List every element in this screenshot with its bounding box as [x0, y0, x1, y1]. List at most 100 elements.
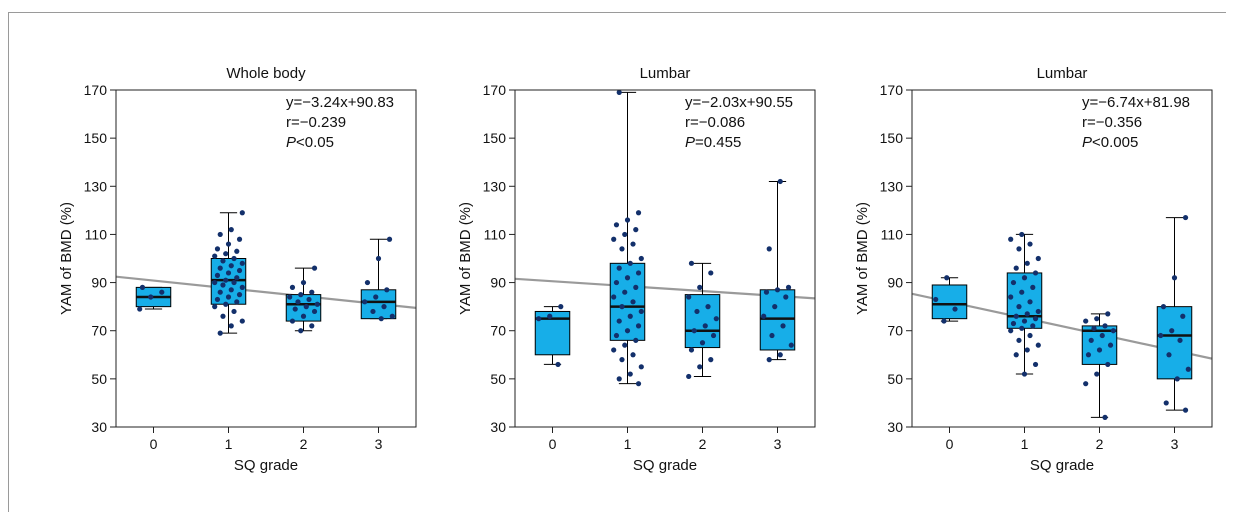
box-group-3: [759, 178, 796, 363]
p-value: P=0.455: [685, 134, 741, 151]
data-point: [783, 294, 789, 300]
data-point: [1019, 289, 1025, 295]
y-tick-label: 150: [880, 130, 904, 146]
data-point: [1035, 308, 1041, 315]
data-point: [622, 342, 628, 348]
y-tick-label: 30: [490, 419, 506, 435]
data-point: [611, 236, 617, 242]
data-point: [613, 332, 620, 339]
data-point: [1107, 342, 1114, 348]
data-point: [1032, 316, 1039, 322]
data-point: [384, 287, 390, 293]
data-point: [686, 294, 692, 300]
data-point: [702, 323, 708, 329]
data-point: [1102, 323, 1108, 329]
data-point: [386, 236, 393, 242]
data-point: [688, 347, 695, 353]
data-point: [1030, 284, 1036, 290]
data-point: [159, 289, 165, 295]
data-point: [624, 328, 631, 334]
data-point: [212, 253, 218, 259]
x-axis-label: SQ grade: [633, 457, 697, 474]
data-point: [1094, 371, 1100, 377]
data-point: [686, 373, 692, 380]
data-point: [1102, 414, 1108, 420]
data-point: [295, 299, 301, 305]
x-tick-label: 3: [774, 436, 782, 452]
data-point: [616, 265, 622, 271]
data-point: [1016, 337, 1022, 343]
data-point: [763, 289, 770, 295]
data-point: [1105, 361, 1111, 368]
box-group-0: [135, 284, 172, 312]
data-point: [214, 272, 221, 278]
data-point: [635, 381, 642, 387]
data-point: [1083, 318, 1089, 324]
data-point: [1180, 313, 1186, 319]
data-point: [236, 236, 243, 242]
x-tick-label: 2: [1096, 436, 1104, 452]
plot-frame: [911, 89, 1213, 428]
data-point: [1088, 337, 1094, 343]
data-point: [713, 316, 719, 322]
data-point: [697, 364, 703, 370]
data-point: [622, 231, 628, 238]
data-point: [1019, 325, 1025, 331]
y-tick-label: 110: [881, 226, 904, 242]
y-tick-label: 90: [91, 275, 107, 291]
data-point: [638, 308, 644, 315]
y-tick-label: 130: [880, 178, 904, 194]
y-tick-label: 110: [85, 226, 108, 242]
data-point: [1099, 332, 1105, 339]
data-point: [630, 241, 636, 247]
data-point: [239, 318, 245, 324]
data-point: [314, 301, 320, 307]
data-point: [952, 306, 958, 312]
data-point: [1032, 361, 1039, 368]
y-tick-label: 90: [490, 275, 506, 291]
y-axis-label: YAM of BMD (%): [457, 202, 474, 315]
box-group-2: [1081, 311, 1118, 420]
x-axis-label: SQ grade: [1030, 457, 1094, 474]
data-point: [619, 246, 625, 252]
regression-equation: y=−3.24x+90.83: [286, 94, 394, 111]
regression-equation: y=−2.03x+90.55: [685, 94, 793, 111]
data-point: [691, 328, 697, 334]
data-point: [635, 210, 642, 216]
y-tick-label: 70: [887, 323, 903, 339]
data-point: [624, 217, 631, 223]
data-point: [1182, 214, 1189, 221]
y-tick-label: 50: [91, 371, 107, 387]
data-point: [1094, 316, 1100, 322]
box-group-1: [210, 210, 247, 336]
y-tick-label: 170: [880, 82, 904, 98]
data-point: [1024, 260, 1030, 266]
data-point: [1027, 299, 1033, 305]
data-point: [1110, 328, 1116, 334]
data-point: [378, 316, 384, 322]
x-tick-label: 1: [225, 436, 233, 452]
data-point: [1013, 265, 1019, 271]
y-tick-label: 50: [490, 371, 506, 387]
data-point: [1016, 246, 1022, 252]
data-point: [536, 316, 542, 322]
x-tick-label: 0: [549, 436, 557, 452]
data-point: [1027, 241, 1033, 247]
x-tick-label: 2: [699, 436, 707, 452]
data-point: [231, 279, 237, 286]
x-tick-label: 3: [1171, 436, 1179, 452]
data-point: [1010, 320, 1017, 327]
panel-title: Lumbar: [1037, 65, 1088, 82]
data-point: [780, 323, 786, 329]
data-point: [220, 313, 226, 319]
data-point: [708, 357, 714, 363]
data-point: [613, 222, 620, 228]
data-point: [635, 323, 642, 329]
y-tick-label: 50: [887, 371, 903, 387]
data-point: [694, 308, 700, 315]
data-point: [228, 227, 234, 233]
data-point: [300, 279, 307, 286]
box: [1156, 306, 1193, 380]
data-point: [311, 308, 318, 315]
box-group-2: [684, 260, 721, 380]
